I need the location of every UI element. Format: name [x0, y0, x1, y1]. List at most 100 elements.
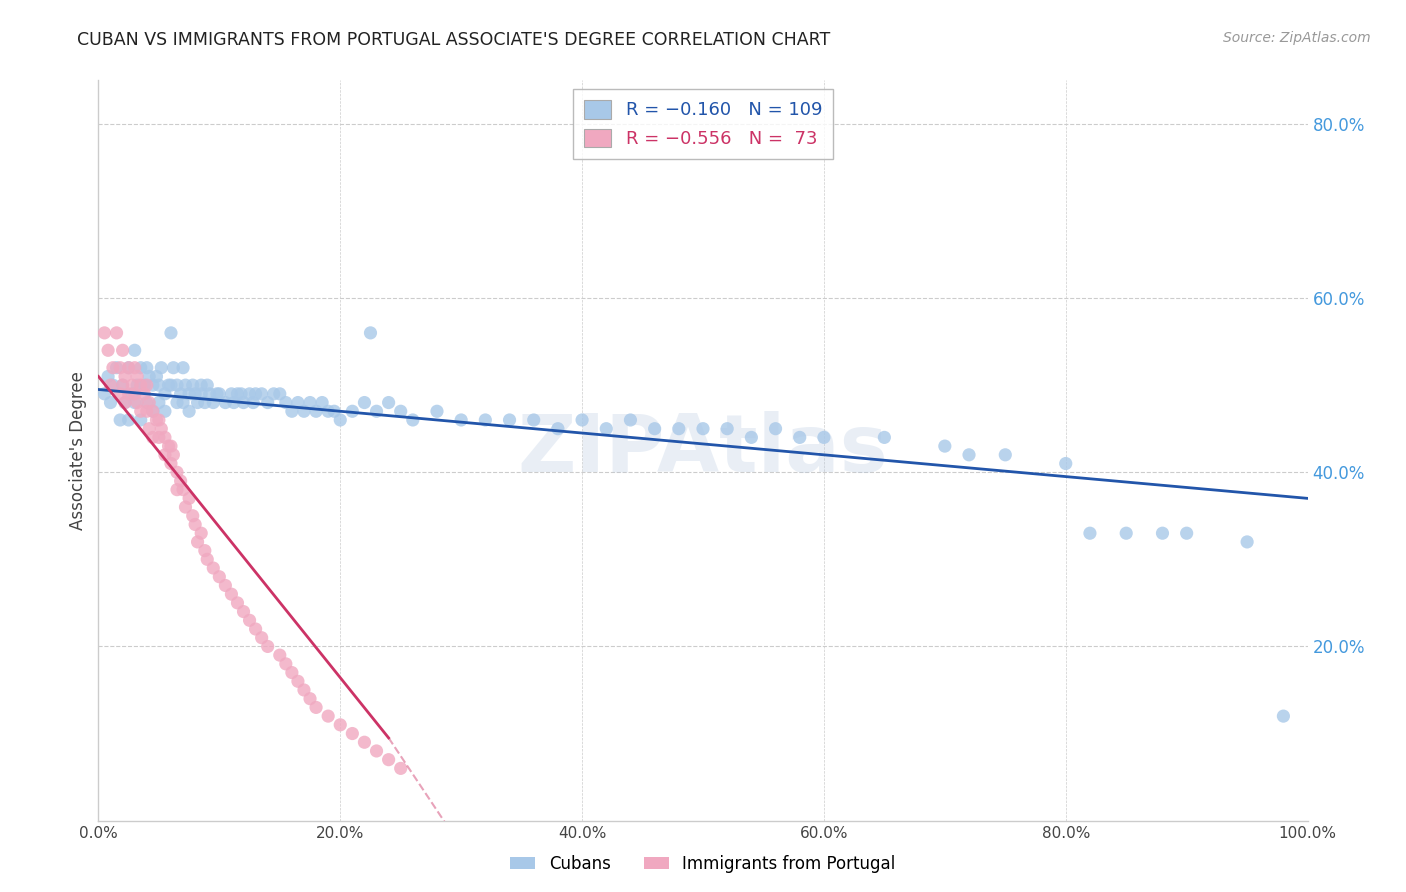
Point — [256, 640, 278, 654]
Point — [668, 422, 690, 436]
Point — [221, 587, 243, 601]
Point — [153, 448, 176, 462]
Point — [108, 413, 131, 427]
Point — [299, 691, 322, 706]
Point — [274, 395, 297, 409]
Point — [127, 369, 149, 384]
Legend: R = −0.160   N = 109, R = −0.556   N =  73: R = −0.160 N = 109, R = −0.556 N = 73 — [574, 89, 832, 159]
Point — [195, 552, 218, 566]
Point — [124, 343, 146, 358]
Point — [1078, 526, 1101, 541]
Point — [474, 413, 496, 427]
Point — [111, 378, 134, 392]
Point — [366, 744, 388, 758]
Point — [571, 413, 593, 427]
Point — [169, 387, 191, 401]
Point — [619, 413, 641, 427]
Point — [97, 369, 120, 384]
Point — [108, 360, 131, 375]
Point — [1115, 526, 1137, 541]
Point — [232, 605, 254, 619]
Point — [316, 404, 339, 418]
Point — [118, 360, 141, 375]
Point — [245, 387, 267, 401]
Point — [1152, 526, 1174, 541]
Point — [342, 404, 364, 418]
Point — [127, 395, 149, 409]
Point — [765, 422, 787, 436]
Point — [121, 387, 143, 401]
Point — [111, 343, 134, 358]
Point — [644, 422, 666, 436]
Point — [160, 457, 183, 471]
Point — [281, 404, 304, 418]
Point — [166, 465, 188, 479]
Point — [205, 387, 228, 401]
Point — [145, 369, 167, 384]
Point — [181, 378, 204, 392]
Point — [190, 526, 212, 541]
Point — [148, 413, 170, 427]
Text: Source: ZipAtlas.com: Source: ZipAtlas.com — [1223, 31, 1371, 45]
Point — [523, 413, 546, 427]
Point — [105, 360, 128, 375]
Point — [426, 404, 449, 418]
Point — [934, 439, 956, 453]
Point — [93, 387, 115, 401]
Point — [377, 753, 399, 767]
Point — [274, 657, 297, 671]
Point — [100, 378, 122, 392]
Point — [145, 413, 167, 427]
Point — [148, 395, 170, 409]
Point — [245, 622, 267, 636]
Point — [166, 483, 188, 497]
Point — [174, 378, 197, 392]
Point — [135, 360, 157, 375]
Point — [450, 413, 472, 427]
Point — [101, 378, 124, 392]
Point — [174, 500, 197, 514]
Point — [162, 448, 184, 462]
Point — [187, 395, 209, 409]
Point — [162, 360, 184, 375]
Point — [124, 360, 146, 375]
Point — [299, 395, 322, 409]
Point — [124, 387, 146, 401]
Point — [118, 360, 141, 375]
Point — [135, 404, 157, 418]
Point — [256, 395, 278, 409]
Point — [595, 422, 617, 436]
Point — [179, 404, 201, 418]
Point — [157, 439, 180, 453]
Point — [184, 387, 207, 401]
Legend: Cubans, Immigrants from Portugal: Cubans, Immigrants from Portugal — [503, 848, 903, 880]
Point — [118, 413, 141, 427]
Point — [194, 543, 217, 558]
Point — [1236, 535, 1258, 549]
Point — [129, 360, 152, 375]
Point — [547, 422, 569, 436]
Point — [287, 674, 309, 689]
Point — [166, 378, 188, 392]
Point — [789, 430, 811, 444]
Point — [1175, 526, 1198, 541]
Point — [994, 448, 1017, 462]
Point — [239, 613, 262, 627]
Point — [111, 378, 134, 392]
Point — [287, 395, 309, 409]
Point — [305, 700, 328, 714]
Point — [172, 395, 194, 409]
Point — [114, 369, 136, 384]
Point — [121, 378, 143, 392]
Point — [166, 395, 188, 409]
Y-axis label: Associate's Degree: Associate's Degree — [69, 371, 87, 530]
Point — [138, 369, 160, 384]
Point — [222, 395, 245, 409]
Point — [214, 395, 236, 409]
Point — [232, 395, 254, 409]
Point — [138, 395, 160, 409]
Point — [226, 596, 249, 610]
Point — [716, 422, 738, 436]
Point — [160, 326, 183, 340]
Point — [184, 517, 207, 532]
